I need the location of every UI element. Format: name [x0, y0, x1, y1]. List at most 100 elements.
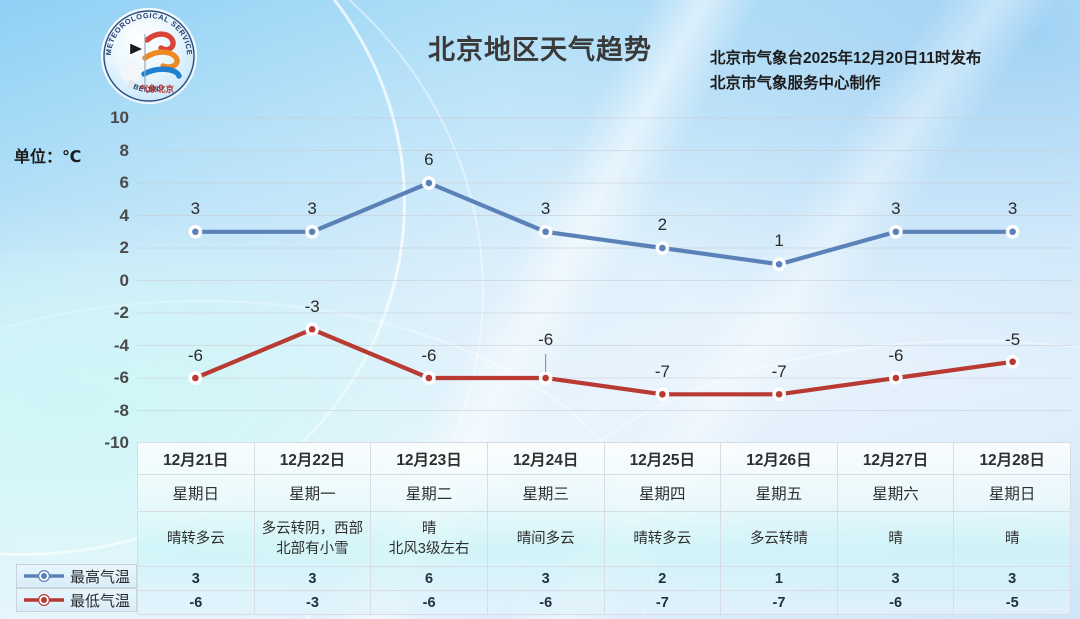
logo-ring-text: METEOROLOGICAL SERVICE BEIJING 气象北京	[103, 10, 195, 102]
legend-marker-low-icon	[24, 593, 64, 607]
y-axis-tick-label: -2	[113, 303, 129, 322]
y-axis-tick-label: 10	[110, 108, 129, 127]
table-cell-date: 12月23日	[370, 442, 488, 475]
data-point-label: -6	[538, 330, 554, 349]
table-cell-weekday: 星期日	[953, 474, 1071, 512]
table-cell-condition: 晴转多云	[137, 511, 255, 567]
table-cell-date: 12月26日	[720, 442, 838, 475]
legend-label-low: 最低气温	[70, 592, 131, 610]
legend-item-high-temp: 最高气温	[16, 564, 137, 588]
data-point-halo	[772, 387, 787, 402]
data-point-halo	[188, 371, 203, 385]
data-point	[892, 228, 900, 236]
y-axis-tick-label: 4	[119, 205, 129, 225]
publisher-credit: 北京市气象台2025年12月20日11时发布 北京市气象服务中心制作	[710, 46, 981, 96]
table-cell-low-temp: -5	[953, 590, 1071, 615]
data-point-halo	[305, 224, 320, 239]
data-point-halo	[421, 176, 436, 190]
table-row-condition: 晴转多云 多云转阴，西部北部有小雪晴北风3级左右 晴间多云 晴转多云 多云转晴晴晴	[137, 511, 1071, 567]
y-axis-tick-label: -8	[113, 400, 129, 420]
data-point-label: -6	[888, 346, 904, 365]
table-cell-date: 12月27日	[836, 442, 955, 475]
table-cell-high-temp: 3	[836, 566, 955, 591]
table-cell-high-temp: 3	[953, 566, 1071, 591]
data-point-halo	[188, 224, 203, 239]
table-cell-date: 12月28日	[953, 442, 1071, 475]
data-point-label: 3	[540, 198, 551, 218]
legend-marker-high-icon	[24, 569, 64, 583]
data-point-halo	[305, 322, 320, 337]
beijing-meteorological-service-logo: METEOROLOGICAL SERVICE BEIJING 气象北京	[101, 8, 197, 104]
table-cell-condition: 晴间多云	[486, 511, 605, 567]
data-point	[1009, 228, 1016, 236]
table-cell-low-temp: -6	[137, 590, 255, 615]
table-cell-weekday: 星期五	[720, 474, 838, 512]
y-axis-tick-label: -6	[113, 368, 129, 387]
data-point-halo	[538, 224, 553, 239]
table-cell-weekday: 星期一	[253, 474, 372, 512]
data-point-halo	[772, 257, 787, 272]
table-cell-date: 12月25日	[603, 442, 722, 475]
data-point	[775, 390, 783, 398]
data-point	[775, 260, 783, 268]
data-point-label: -7	[654, 362, 670, 382]
data-point-halo	[888, 224, 903, 239]
table-cell-weekday: 星期二	[370, 474, 488, 512]
data-point	[308, 228, 316, 236]
table-row-low-temp: -6 -3 -6 -6 -7 -7 -6 -5	[137, 590, 1071, 615]
page-title: 北京地区天气趋势	[428, 35, 652, 65]
y-axis-tick-label: -4	[113, 335, 129, 355]
y-axis-tick-label: 8	[119, 140, 129, 160]
y-axis-tick-label: 6	[119, 173, 129, 192]
data-point-label: 6	[424, 150, 434, 169]
table-cell-date: 12月24日	[486, 442, 605, 475]
table-cell-high-temp: 3	[486, 566, 605, 591]
series-line-high	[193, 180, 1015, 267]
y-axis-tick-label: 2	[119, 238, 129, 257]
table-cell-high-temp: 3	[137, 566, 255, 591]
table-cell-low-temp: -7	[603, 590, 722, 615]
data-point-label: -6	[187, 346, 203, 365]
data-point	[192, 374, 199, 382]
data-point	[542, 228, 549, 236]
data-point-label: 3	[307, 198, 317, 218]
data-point	[892, 374, 900, 382]
data-point-label: 3	[190, 198, 201, 218]
data-point-label: -6	[421, 346, 437, 365]
data-point	[542, 374, 549, 382]
table-cell-low-temp: -6	[370, 590, 488, 615]
legend-label-high: 最高气温	[70, 568, 131, 586]
data-point	[192, 228, 199, 236]
table-cell-condition: 晴	[836, 511, 955, 567]
table-row-date: 12月21日 12月22日 12月23日 12月24日 12月25日 12月26日 12月2…	[137, 442, 1071, 475]
y-axis-tick-label: -10	[104, 433, 129, 452]
table-cell-weekday: 星期日	[137, 474, 255, 512]
data-point-halo	[1005, 354, 1020, 369]
data-point-label: -5	[1005, 329, 1021, 349]
data-point	[308, 325, 316, 333]
data-point-label: -3	[304, 297, 320, 317]
table-row-weekday: 星期日 星期一 星期二 星期三 星期四 星期五 星期六 星期日	[137, 474, 1071, 512]
table-cell-high-temp: 1	[720, 566, 838, 591]
publisher-line-1: 北京市气象台2025年12月20日11时发布	[710, 50, 982, 67]
data-point-label: 2	[657, 215, 668, 234]
svg-text:气象北京: 气象北京	[139, 84, 175, 94]
table-cell-date: 12月21日	[137, 442, 255, 475]
table-cell-weekday: 星期四	[603, 474, 722, 512]
data-point-label: 3	[1007, 198, 1018, 218]
table-cell-high-temp: 6	[370, 566, 488, 591]
data-point	[659, 390, 666, 398]
series-line-low	[193, 327, 1015, 397]
data-point-halo	[538, 371, 553, 385]
data-point	[659, 244, 666, 252]
data-point-halo	[888, 371, 903, 385]
table-cell-weekday: 星期三	[486, 474, 605, 512]
table-cell-condition: 多云转晴	[720, 511, 838, 567]
data-point	[425, 374, 433, 382]
data-point-halo	[655, 241, 670, 255]
data-point-label: 3	[891, 198, 901, 218]
table-cell-low-temp: -7	[720, 590, 838, 615]
forecast-table: 12月21日 12月22日 12月23日 12月24日 12月25日 12月26日 12月2…	[137, 442, 1071, 615]
y-axis-tick-label: 0	[119, 270, 129, 290]
